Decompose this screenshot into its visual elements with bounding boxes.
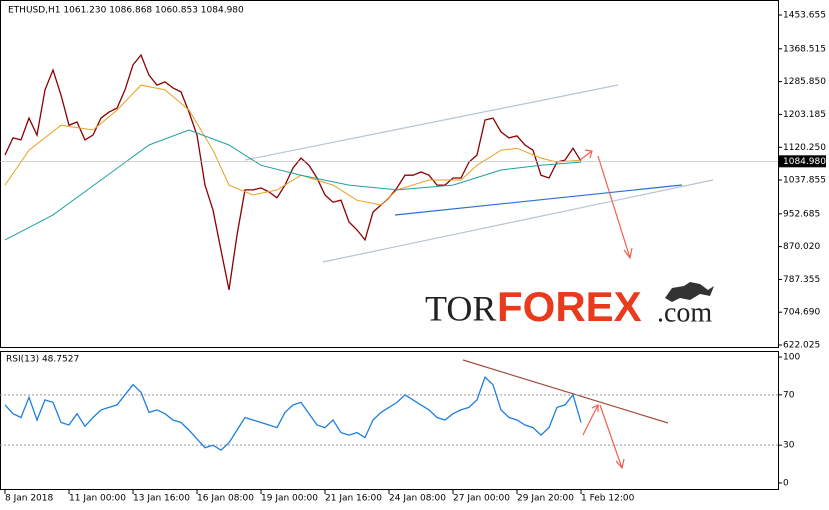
x-tick-label: 27 Jan 00:00: [453, 494, 510, 504]
watermark-text: .com: [657, 297, 712, 328]
watermark-text: TOR: [425, 288, 496, 328]
last-price-tag: [779, 155, 826, 168]
bull-logo: [665, 282, 714, 302]
series-line: [4, 376, 582, 452]
x-tick-label: 29 Jan 20:00: [517, 494, 574, 504]
y-tick-label: 1203.185: [783, 110, 826, 120]
y-tick-label: 704.690: [783, 308, 820, 318]
price-title: ETHUSD,H1 1061.230 1086.868 1060.853 108…: [8, 6, 244, 16]
y-tick-label: 1285.850: [783, 77, 826, 87]
last-price-label: 1084.980: [783, 157, 826, 167]
y-tick-label: 622.025: [783, 341, 820, 351]
watermark-text: FOREX: [497, 283, 642, 330]
x-tick-label: 8 Jan 2018: [5, 494, 53, 504]
rsi-title: RSI(13) 48.7527: [6, 355, 79, 365]
price-frame: [0, 0, 779, 348]
trend-lines: [244, 84, 714, 470]
y-tick-label: 1453.655: [783, 11, 826, 21]
x-tick-label: 1 Feb 12:00: [581, 494, 635, 504]
y-tick-label: 1037.855: [783, 176, 826, 186]
y-tick-label: 787.355: [783, 275, 820, 285]
y-tick-label: 1120.250: [783, 143, 826, 153]
rsi-frame: [0, 351, 779, 490]
series-line: [4, 53, 582, 291]
x-tick-label: 11 Jan 00:00: [69, 494, 126, 504]
y-tick-label: 30: [783, 441, 795, 451]
y-tick-label: 870.020: [783, 242, 820, 252]
series-line: [4, 129, 582, 241]
y-tick-label: 70: [783, 390, 795, 400]
x-tick-label: 16 Jan 08:00: [197, 494, 254, 504]
y-tick-label: 1368.515: [783, 44, 826, 54]
y-tick-label: 100: [783, 353, 800, 363]
y-tick-label: 952.685: [783, 209, 820, 219]
x-tick-label: 13 Jan 16:00: [133, 494, 190, 504]
x-tick-label: 19 Jan 00:00: [261, 494, 318, 504]
x-tick-label: 21 Jan 16:00: [325, 494, 382, 504]
y-tick-label: 0: [783, 478, 789, 488]
x-tick-label: 24 Jan 08:00: [389, 494, 446, 504]
watermark: TOR FOREX .com: [425, 282, 714, 330]
